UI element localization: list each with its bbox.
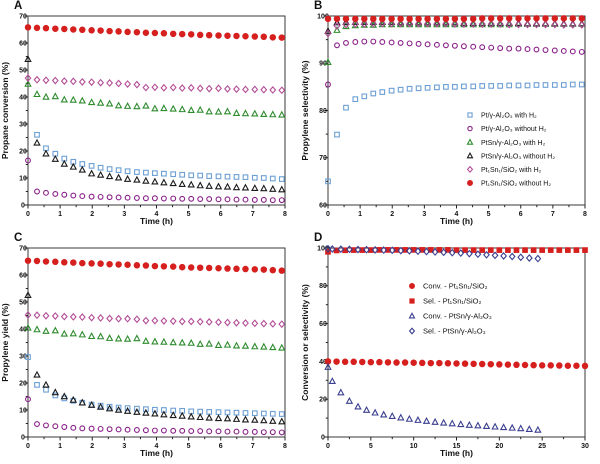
svg-text:30: 30 [19, 353, 27, 360]
svg-text:Propylene selectivity (%): Propylene selectivity (%) [300, 60, 310, 160]
svg-text:5: 5 [369, 443, 373, 450]
svg-text:10: 10 [410, 443, 418, 450]
svg-text:70: 70 [19, 13, 27, 20]
svg-text:8: 8 [283, 443, 287, 450]
svg-text:2: 2 [90, 443, 94, 450]
svg-text:2: 2 [390, 211, 394, 218]
svg-text:Sel. - Pt₁Sn₁/SiO₂: Sel. - Pt₁Sn₁/SiO₂ [423, 297, 481, 306]
svg-text:15: 15 [453, 443, 461, 450]
svg-text:20: 20 [319, 397, 327, 404]
svg-text:60: 60 [319, 202, 327, 209]
svg-text:3: 3 [122, 211, 126, 218]
svg-text:Pt₁Sn₁/SiO₂ with H₂: Pt₁Sn₁/SiO₂ with H₂ [481, 167, 542, 174]
svg-text:8: 8 [283, 211, 287, 218]
svg-text:0: 0 [326, 211, 330, 218]
svg-text:Time (h): Time (h) [440, 216, 473, 226]
svg-text:5: 5 [487, 211, 491, 218]
svg-text:Pt₁Sn₁/SiO₂ without H₂: Pt₁Sn₁/SiO₂ without H₂ [481, 181, 551, 188]
svg-text:20: 20 [19, 380, 27, 387]
svg-text:1: 1 [58, 443, 62, 450]
svg-text:100: 100 [317, 13, 329, 20]
svg-text:Conv. - PtSn/γ-Al₂O₃: Conv. - PtSn/γ-Al₂O₃ [423, 312, 492, 321]
panel-d: D 0 5 10 15 20 25 30 0 20 40 60 80 100 Time (h) Conver… [300, 232, 600, 464]
svg-text:PtSn/γ-Al₂O₃ with H₂: PtSn/γ-Al₂O₃ with H₂ [481, 140, 546, 147]
svg-text:90: 90 [319, 61, 327, 68]
svg-text:100: 100 [317, 245, 329, 252]
svg-text:Conv. - Pt₁Sn₁/SiO₂: Conv. - Pt₁Sn₁/SiO₂ [423, 282, 488, 291]
svg-text:Time (h): Time (h) [440, 448, 473, 458]
svg-text:3: 3 [422, 211, 426, 218]
svg-text:4: 4 [155, 211, 159, 218]
svg-text:0: 0 [21, 434, 25, 441]
svg-text:5: 5 [187, 443, 191, 450]
svg-text:Time (h): Time (h) [140, 448, 173, 458]
svg-text:7: 7 [251, 443, 255, 450]
svg-text:50: 50 [19, 67, 27, 74]
panel-a-label: A [14, 0, 23, 12]
svg-text:30: 30 [19, 121, 27, 128]
svg-text:0: 0 [321, 434, 325, 441]
panel-b: B 0 1 2 3 4 5 6 7 8 60 70 80 90 100 Time (h) Propylene … [300, 0, 600, 232]
svg-text:Pt/γ-Al₂O₃ without H₂: Pt/γ-Al₂O₃ without H₂ [481, 126, 547, 133]
svg-text:6: 6 [219, 443, 223, 450]
svg-text:20: 20 [495, 443, 503, 450]
panel-a-chart: 0 1 2 3 4 5 6 7 8 0 10 20 30 40 50 60 70 Time (h) Propane … [0, 13, 287, 226]
svg-text:40: 40 [19, 94, 27, 101]
svg-text:20: 20 [19, 148, 27, 155]
panel-b-label: B [314, 0, 323, 12]
svg-text:0: 0 [26, 443, 30, 450]
svg-text:6: 6 [519, 211, 523, 218]
svg-text:0: 0 [21, 202, 25, 209]
svg-text:Propane conversion (%): Propane conversion (%) [0, 62, 10, 159]
svg-text:30: 30 [581, 443, 589, 450]
svg-text:1: 1 [58, 211, 62, 218]
svg-text:70: 70 [319, 155, 327, 162]
panel-d-label: D [314, 232, 323, 244]
svg-text:60: 60 [19, 272, 27, 279]
svg-text:1: 1 [358, 211, 362, 218]
svg-text:10: 10 [19, 175, 27, 182]
svg-text:Conversion or selectivity (%): Conversion or selectivity (%) [300, 284, 310, 401]
svg-text:80: 80 [319, 108, 327, 115]
svg-text:0: 0 [326, 443, 330, 450]
svg-text:40: 40 [319, 359, 327, 366]
svg-text:6: 6 [219, 211, 223, 218]
svg-text:7: 7 [551, 211, 555, 218]
svg-text:60: 60 [319, 321, 327, 328]
svg-text:PtSn/γ-Al₂O₃ without H₂: PtSn/γ-Al₂O₃ without H₂ [481, 153, 555, 160]
svg-text:Pt/γ-Al₂O₃ with H₂: Pt/γ-Al₂O₃ with H₂ [481, 113, 537, 120]
svg-text:10: 10 [19, 407, 27, 414]
panel-c-label: C [14, 232, 23, 244]
svg-text:Time (h): Time (h) [140, 216, 173, 226]
svg-text:60: 60 [19, 40, 27, 47]
panel-b-chart: 0 1 2 3 4 5 6 7 8 60 70 80 90 100 Time (h) Propylene se… [300, 13, 587, 226]
svg-text:5: 5 [187, 211, 191, 218]
svg-text:4: 4 [155, 443, 159, 450]
panel-a: A 0 1 2 3 4 5 6 7 8 0 10 20 30 40 50 60 70 Time (h) Propan… [0, 0, 300, 232]
svg-text:80: 80 [319, 283, 327, 290]
svg-text:4: 4 [455, 211, 459, 218]
svg-text:70: 70 [19, 245, 27, 252]
panel-c-chart: 0 1 2 3 4 5 6 7 8 0 10 20 30 40 50 60 70 Time (h) Propylen… [0, 245, 287, 458]
svg-text:Propylene yield (%): Propylene yield (%) [0, 303, 10, 382]
svg-text:25: 25 [538, 443, 546, 450]
panel-d-chart: 0 5 10 15 20 25 30 0 20 40 60 80 100 Time (h) Conversi… [300, 244, 589, 458]
svg-text:8: 8 [583, 211, 587, 218]
svg-text:50: 50 [19, 299, 27, 306]
svg-text:0: 0 [26, 211, 30, 218]
svg-text:7: 7 [251, 211, 255, 218]
svg-text:2: 2 [90, 211, 94, 218]
panel-c: C 0 1 2 3 4 5 6 7 8 0 10 20 30 40 50 60 70 Time (h) Propyl… [0, 232, 300, 464]
svg-text:40: 40 [19, 326, 27, 333]
svg-text:3: 3 [122, 443, 126, 450]
svg-text:Sel. - PtSn/γ-Al₂O₃: Sel. - PtSn/γ-Al₂O₃ [423, 327, 486, 336]
